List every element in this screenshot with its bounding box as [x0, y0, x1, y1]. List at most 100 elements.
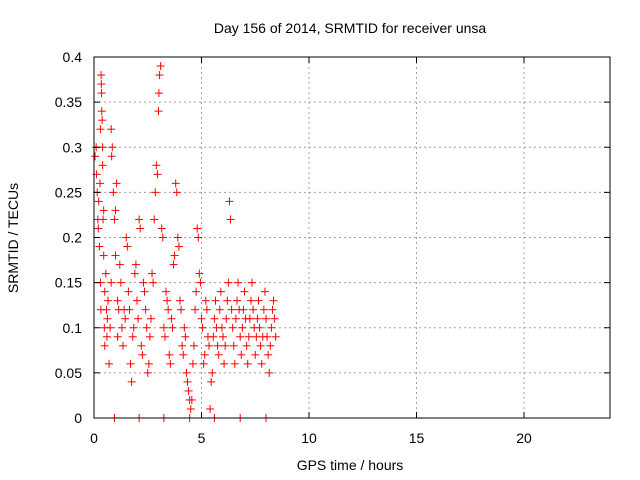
data-point	[196, 278, 205, 287]
data-point	[205, 341, 214, 350]
data-point	[171, 179, 180, 188]
data-point	[94, 224, 103, 233]
data-point	[200, 350, 209, 359]
data-point	[103, 314, 112, 323]
data-point	[246, 296, 255, 305]
data-point	[155, 71, 164, 80]
data-point	[157, 224, 166, 233]
data-point	[251, 350, 260, 359]
data-point	[125, 305, 134, 314]
data-point	[102, 332, 111, 341]
data-point	[174, 242, 183, 251]
data-point	[160, 332, 169, 341]
data-point	[195, 269, 204, 278]
data-point	[217, 323, 226, 332]
data-point	[129, 323, 138, 332]
data-point	[201, 296, 210, 305]
data-point	[183, 377, 192, 386]
data-points	[91, 62, 280, 422]
data-point	[262, 314, 270, 323]
x-tick-label: 15	[409, 430, 425, 446]
data-point	[97, 71, 106, 80]
data-point	[245, 314, 254, 323]
data-point	[207, 377, 216, 386]
data-point	[149, 278, 158, 287]
data-point	[145, 332, 154, 341]
data-point	[97, 107, 106, 116]
data-point	[154, 107, 163, 116]
data-point	[144, 359, 153, 368]
data-point	[187, 395, 196, 404]
data-point	[130, 269, 139, 278]
data-point	[167, 314, 176, 323]
data-point	[215, 305, 224, 314]
data-point	[259, 305, 268, 314]
data-point	[162, 287, 171, 296]
data-point	[225, 197, 234, 206]
data-point	[108, 143, 117, 152]
data-point	[105, 359, 114, 368]
data-point	[178, 341, 187, 350]
data-point	[213, 341, 222, 350]
data-point	[224, 278, 233, 287]
data-point	[102, 305, 111, 314]
data-point	[111, 251, 120, 260]
data-point	[168, 323, 177, 332]
data-point	[179, 350, 188, 359]
data-point	[99, 206, 108, 215]
x-tick-label: 10	[301, 430, 317, 446]
data-point	[139, 278, 148, 287]
data-point	[249, 305, 258, 314]
data-point	[94, 197, 103, 206]
data-point	[163, 296, 172, 305]
data-point	[194, 233, 203, 242]
x-tick-labels: 0 5 10 15 20	[90, 430, 532, 446]
data-point	[268, 305, 277, 314]
axis-ticks	[93, 56, 610, 419]
data-point	[264, 350, 273, 359]
data-point	[234, 278, 243, 287]
data-point	[164, 305, 173, 314]
data-point	[148, 269, 157, 278]
data-point	[142, 323, 151, 332]
data-point	[228, 323, 237, 332]
data-point	[140, 287, 149, 296]
data-point	[269, 296, 278, 305]
data-point	[117, 323, 126, 332]
data-point	[221, 341, 230, 350]
x-tick-label: 20	[516, 430, 532, 446]
data-point	[126, 359, 135, 368]
data-point	[265, 368, 274, 377]
data-point	[143, 368, 152, 377]
data-point	[186, 404, 195, 413]
data-point	[238, 323, 247, 332]
data-point	[172, 188, 181, 197]
data-point	[123, 242, 132, 251]
data-point	[229, 341, 238, 350]
data-point	[256, 341, 265, 350]
data-point	[239, 305, 248, 314]
data-point	[113, 332, 122, 341]
data-point	[197, 314, 206, 323]
data-point	[173, 233, 182, 242]
data-point	[189, 341, 198, 350]
data-point	[193, 224, 202, 233]
data-point	[223, 296, 232, 305]
x-tick-label: 5	[198, 430, 206, 446]
data-point	[98, 116, 107, 125]
data-point	[156, 62, 165, 71]
data-point	[181, 332, 190, 341]
data-point	[150, 215, 159, 224]
data-point	[133, 296, 141, 305]
data-point	[154, 89, 163, 98]
data-point	[107, 125, 116, 134]
data-point	[97, 89, 106, 98]
data-point	[135, 215, 144, 224]
data-point	[99, 215, 108, 224]
data-point	[141, 305, 150, 314]
data-point	[165, 350, 174, 359]
data-point	[107, 152, 116, 161]
data-point	[230, 359, 239, 368]
y-tick-label: 0.1	[63, 320, 83, 336]
